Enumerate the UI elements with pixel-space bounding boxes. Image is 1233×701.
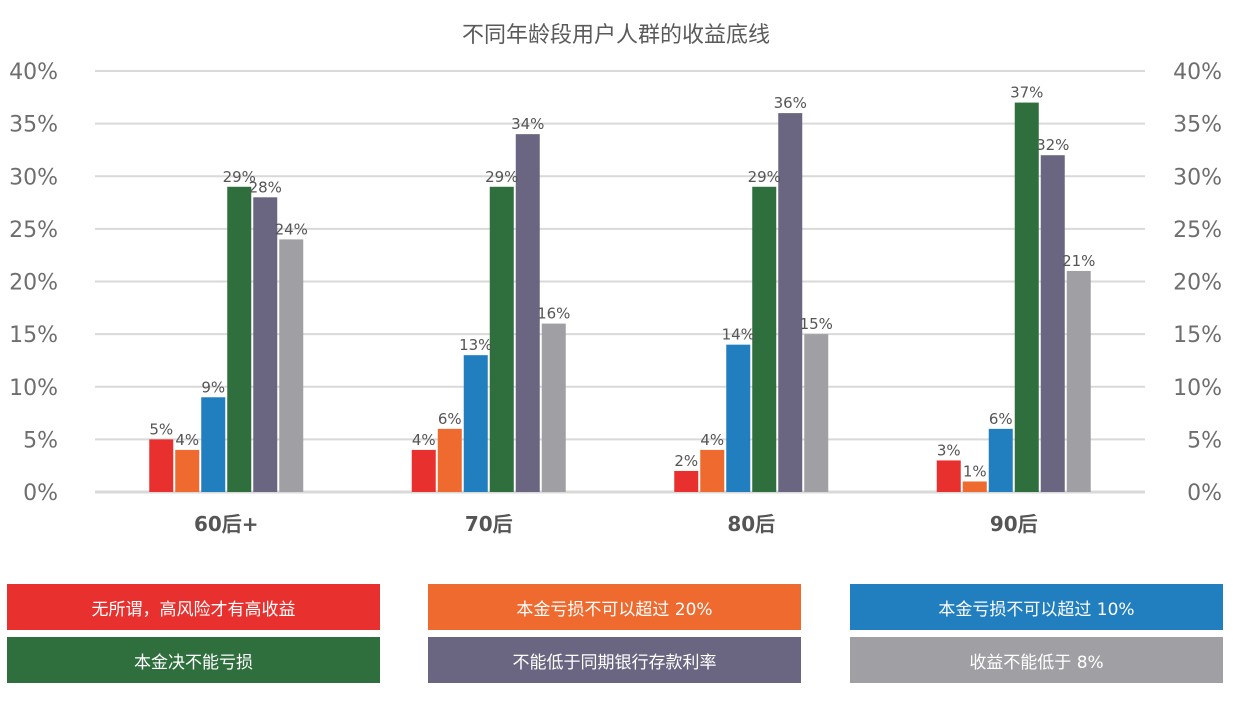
bar-value-label: 37% <box>1010 84 1043 102</box>
bar-value-label: 16% <box>537 305 570 323</box>
bar <box>752 186 777 492</box>
bar <box>201 397 226 492</box>
bar <box>463 355 488 492</box>
bar-value-label: 15% <box>800 315 833 333</box>
bar-value-label: 29% <box>223 168 256 186</box>
y-tick-label-right: 20% <box>1173 271 1222 296</box>
chart-title: 不同年龄段用户人群的收益底线 <box>462 23 770 48</box>
y-axis-right: 0% 5% 10% 15% 20% 25% 30% 35% 40% <box>1173 60 1222 506</box>
bar <box>674 470 699 492</box>
y-tick-label-left: 40% <box>9 60 58 85</box>
bar-value-label: 32% <box>1036 136 1069 154</box>
y-tick-label-right: 25% <box>1173 218 1222 243</box>
bar-value-label: 5% <box>149 420 173 438</box>
bar <box>778 113 803 492</box>
x-tick-label: 70后 <box>465 512 513 536</box>
bar <box>515 134 540 492</box>
y-axis-left: 0% 5% 10% 15% 20% 25% 30% 35% 40% <box>9 60 58 506</box>
y-tick-label-left: 5% <box>23 428 58 453</box>
y-tick-label-left: 10% <box>9 376 58 401</box>
bar <box>489 186 514 492</box>
bar <box>1040 155 1065 492</box>
bar-value-label: 29% <box>748 168 781 186</box>
bar-value-label: 4% <box>700 431 724 449</box>
bar-value-label: 21% <box>1062 252 1095 270</box>
y-tick-label-right: 35% <box>1173 113 1222 138</box>
y-tick-label-right: 10% <box>1173 376 1222 401</box>
y-tick-label-right: 40% <box>1173 60 1222 85</box>
bar <box>227 186 252 492</box>
y-tick-label-left: 20% <box>9 271 58 296</box>
bar-value-label: 4% <box>412 431 436 449</box>
bar <box>1066 270 1091 492</box>
bar <box>804 334 829 492</box>
bar <box>726 344 751 492</box>
x-tick-label: 60后+ <box>194 512 259 536</box>
bar <box>700 449 725 492</box>
bar <box>988 428 1013 492</box>
bar-value-label: 1% <box>963 462 987 480</box>
y-tick-label-left: 25% <box>9 218 58 243</box>
x-axis: 60后+ 70后 80后 90后 <box>194 512 1038 536</box>
bar <box>149 439 174 492</box>
bar-value-label: 14% <box>722 326 755 344</box>
bar <box>253 197 278 493</box>
bars <box>149 102 1091 493</box>
x-tick-label: 80后 <box>727 512 775 536</box>
y-tick-label-right: 0% <box>1187 481 1222 506</box>
bar <box>279 239 304 492</box>
bar-value-label: 9% <box>201 378 225 396</box>
bar-value-label: 6% <box>438 410 462 428</box>
bar-value-label: 2% <box>674 452 698 470</box>
data-labels: 5%4%9%29%28%24%4%6%13%29%34%16%2%4%14%29… <box>149 84 1095 481</box>
bar-value-label: 3% <box>937 441 961 459</box>
gridlines <box>95 70 1145 494</box>
x-tick-label: 90后 <box>990 512 1038 536</box>
bar-value-label: 36% <box>774 94 807 112</box>
y-tick-label-right: 5% <box>1187 428 1222 453</box>
bar <box>936 460 961 492</box>
y-tick-label-left: 15% <box>9 323 58 348</box>
bar-value-label: 13% <box>459 336 492 354</box>
bar-value-label: 6% <box>989 410 1013 428</box>
bar-value-label: 34% <box>511 115 544 133</box>
y-tick-label-left: 35% <box>9 113 58 138</box>
bar-value-label: 24% <box>275 220 308 238</box>
bar <box>411 449 436 492</box>
bar <box>1014 102 1039 492</box>
bar-value-label: 29% <box>485 168 518 186</box>
bar <box>541 323 566 492</box>
y-tick-label-left: 0% <box>23 481 58 506</box>
bar-value-label: 4% <box>175 431 199 449</box>
bar-value-label: 28% <box>249 178 282 196</box>
bar <box>962 481 987 492</box>
bar <box>437 428 462 492</box>
y-tick-label-left: 30% <box>9 165 58 190</box>
bar <box>175 449 200 492</box>
y-tick-label-right: 15% <box>1173 323 1222 348</box>
y-tick-label-right: 30% <box>1173 165 1222 190</box>
